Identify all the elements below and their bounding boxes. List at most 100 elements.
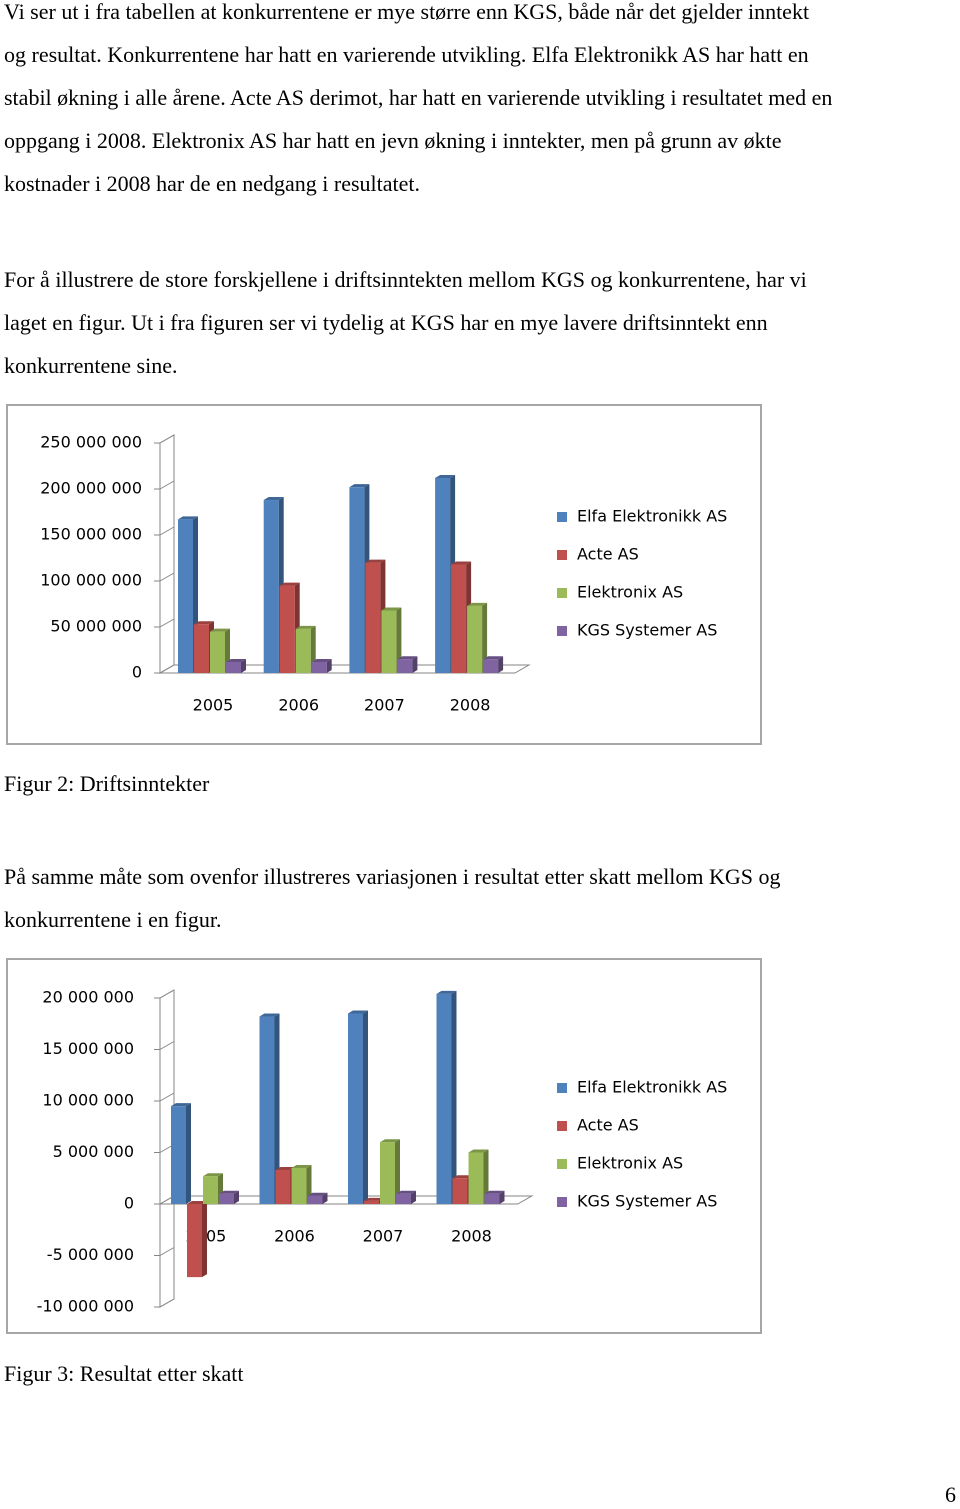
bar-top xyxy=(203,1173,223,1177)
legend-label: Elektronix AS xyxy=(577,583,683,602)
bar-top xyxy=(467,602,488,606)
bar-side xyxy=(363,1010,368,1204)
y-tick-label: 100 000 000 xyxy=(40,571,142,590)
wall-tick xyxy=(159,1247,175,1256)
bar-side xyxy=(498,656,504,673)
x-tick-label: 2006 xyxy=(278,696,319,715)
y-tick-label: 0 xyxy=(132,663,142,682)
text-line: For å illustrere de store forskjellene i… xyxy=(4,267,807,292)
bar xyxy=(291,1167,307,1204)
bar-side xyxy=(499,1190,505,1204)
bar-side xyxy=(483,1149,489,1204)
bar xyxy=(203,1176,218,1204)
paragraph: På samme måte som ovenfor illustreres va… xyxy=(4,855,959,941)
bar-top xyxy=(349,484,370,488)
bar-top xyxy=(436,990,457,994)
figure-caption: Figur 3: Resultat etter skatt xyxy=(4,1361,244,1386)
bar xyxy=(275,1170,291,1204)
bar xyxy=(348,1013,363,1204)
bar-top xyxy=(291,1164,312,1168)
bar-top xyxy=(187,1201,207,1204)
bar-top xyxy=(178,516,198,520)
bar-top xyxy=(468,1149,489,1153)
x-tick-label: 2008 xyxy=(450,696,491,715)
bar xyxy=(307,1195,323,1204)
bar xyxy=(295,628,311,673)
legend-label: KGS Systemer AS xyxy=(577,621,717,640)
bar xyxy=(259,1016,275,1204)
wall-tick xyxy=(159,480,175,490)
bar xyxy=(178,519,193,673)
bar xyxy=(194,624,209,673)
wall-tick xyxy=(159,989,175,999)
legend-swatch xyxy=(557,1121,567,1131)
wall-tick xyxy=(159,1298,175,1308)
bar-side xyxy=(482,602,488,673)
bar xyxy=(365,562,381,673)
page-number: 6 xyxy=(945,1482,956,1507)
bar-top xyxy=(397,656,418,660)
bar-side xyxy=(451,990,457,1204)
x-tick-label: 2007 xyxy=(364,696,405,715)
paragraph: For å illustrere de store forskjellene i… xyxy=(4,258,959,387)
bar-top xyxy=(483,656,504,660)
bar xyxy=(263,500,279,673)
legend-swatch xyxy=(557,1083,567,1093)
bar-top xyxy=(279,582,300,586)
y-tick-label: 0 xyxy=(124,1194,134,1213)
bar xyxy=(364,1200,379,1204)
bar-side xyxy=(326,658,332,673)
legend-swatch xyxy=(557,1197,567,1207)
wall-tick xyxy=(159,526,175,536)
y-tick-label: 15 000 000 xyxy=(42,1039,134,1058)
bar-top xyxy=(364,1197,384,1201)
x-tick-label: 2007 xyxy=(363,1227,404,1246)
bar-side xyxy=(234,1190,239,1204)
bar-side xyxy=(396,607,402,673)
x-tick-label: 2005 xyxy=(193,696,234,715)
legend-label: Elektronix AS xyxy=(577,1154,683,1173)
bar-top xyxy=(311,658,332,662)
text-line: kostnader i 2008 har de en nedgang i res… xyxy=(4,171,421,196)
bar xyxy=(219,1193,234,1204)
bar-top xyxy=(452,1175,473,1179)
legend-label: Elfa Elektronikk AS xyxy=(577,1078,727,1097)
wall-tick xyxy=(159,618,175,628)
chart: -10 000 000 -5 000 000 0 5 000 000 10 000 00… xyxy=(6,958,762,1334)
legend-swatch xyxy=(557,1159,567,1169)
bar xyxy=(435,477,451,673)
legend-swatch xyxy=(557,626,567,636)
text-line: Vi ser ut i fra tabellen at konkurrenten… xyxy=(4,0,810,24)
bar xyxy=(451,564,467,673)
bar xyxy=(467,605,483,673)
bar xyxy=(468,1152,484,1204)
paragraph: Vi ser ut i fra tabellen at konkurrenten… xyxy=(4,0,959,205)
bar-side xyxy=(395,1139,400,1204)
bar-top xyxy=(295,625,316,629)
text-line: laget en figur. Ut i fra figuren ser vi … xyxy=(4,310,768,335)
wall-tick xyxy=(159,572,175,582)
y-tick-label: -10 000 000 xyxy=(37,1297,134,1316)
bar xyxy=(226,661,241,673)
bar-side xyxy=(202,1201,207,1278)
bar-top xyxy=(194,621,214,625)
bar xyxy=(396,1193,411,1204)
text-line: og resultat. Konkurrentene har hatt en v… xyxy=(4,42,809,67)
bar-top xyxy=(226,658,246,662)
wall-tick xyxy=(159,434,175,444)
bar-side xyxy=(186,1103,191,1204)
bar-top xyxy=(365,559,386,563)
bar xyxy=(484,1193,500,1204)
legend-label: Elfa Elektronikk AS xyxy=(577,507,727,526)
text-line: konkurrentene sine. xyxy=(4,353,178,378)
bar xyxy=(349,487,365,673)
bar-top xyxy=(259,1013,280,1017)
bar-top xyxy=(219,1190,239,1194)
bar-top xyxy=(307,1192,328,1196)
bar-top xyxy=(381,607,402,611)
bar-side xyxy=(412,656,418,673)
bar xyxy=(210,631,225,673)
bar xyxy=(452,1178,468,1204)
legend-label: Acte AS xyxy=(577,1116,639,1135)
